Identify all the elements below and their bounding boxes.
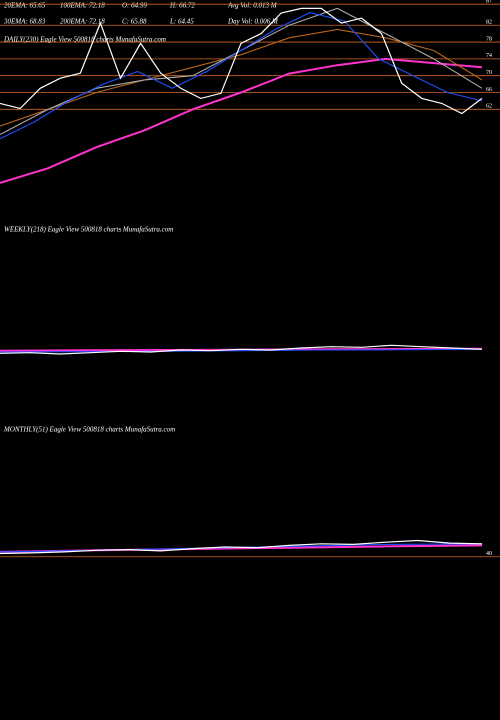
price-line bbox=[0, 12, 483, 140]
header-text: O: 64.99 bbox=[122, 2, 147, 10]
y-tick-label: 78 bbox=[486, 36, 492, 42]
price-line bbox=[0, 7, 483, 135]
y-tick-label: 62 bbox=[486, 104, 492, 110]
chart-title: WEEKLY(218) Eagle View 500818 charts Mun… bbox=[4, 226, 173, 234]
price-line bbox=[0, 348, 483, 353]
chart-title: MONTHLY(51) Eagle View 500818 charts Mun… bbox=[3, 426, 175, 434]
y-tick-label: 74 bbox=[486, 53, 492, 59]
y-tick-label: 66 bbox=[486, 87, 492, 93]
header: 20EMA: 65.65 100EMA: 72.18 O: 64.99 H: 6… bbox=[3, 2, 279, 26]
price-line bbox=[0, 539, 483, 555]
header-text: H: 66.72 bbox=[169, 2, 195, 10]
price-line bbox=[0, 57, 483, 184]
header-text: L: 64.45 bbox=[169, 18, 194, 26]
y-tick-label: 70 bbox=[486, 70, 492, 76]
header-text: 30EMA: 68.83 bbox=[3, 18, 46, 26]
y-tick-label: 40 bbox=[486, 551, 492, 557]
price-line bbox=[0, 7, 483, 115]
y-tick-label: 82 bbox=[486, 20, 492, 26]
price-line bbox=[0, 344, 483, 355]
header-text: 200EMA: 72.18 bbox=[60, 18, 105, 26]
chart-title: DAILY(230) Eagle View 500818 charts Muna… bbox=[3, 36, 166, 44]
header-text: Day Vol: 0.006 M bbox=[227, 18, 279, 26]
header-text: 100EMA: 72.18 bbox=[60, 2, 105, 10]
y-tick-label: 87 bbox=[486, 0, 492, 5]
header-text: 20EMA: 65.65 bbox=[4, 2, 46, 10]
header-text: C: 65.88 bbox=[122, 18, 147, 26]
header-text: Avg Vol: 0.013 M bbox=[227, 2, 278, 10]
